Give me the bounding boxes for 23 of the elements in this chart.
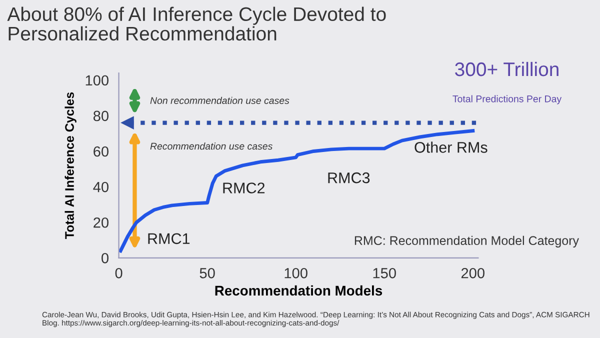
x-tick-label: 0 (115, 268, 122, 278)
annotation: Recommendation use cases (150, 142, 272, 150)
x-tick-label: 50 (200, 268, 215, 278)
x-tick-label: 200 (461, 268, 484, 278)
annotation: Non recommendation use cases (150, 96, 290, 104)
x-tick-label: 150 (373, 268, 396, 278)
y-axis-title: Total AI Inference Cycles (64, 92, 76, 239)
y-tick-label: 40 (93, 182, 109, 192)
y-tick-label: 20 (94, 217, 109, 228)
chart-title: About 80% of AI Inference Cycle Devoted to Personalized Recommendation (7, 6, 386, 41)
y-tick-label: 80 (93, 110, 109, 122)
annotation: Other RMs (414, 142, 488, 153)
annotation: RMC1 (148, 233, 190, 244)
y-tick-label: 100 (86, 75, 109, 86)
annotation: Total Predictions Per Day (452, 95, 562, 104)
x-tick-label: 100 (284, 268, 308, 278)
x-axis-title: Recommendation Models (215, 285, 382, 296)
y-tick-label: 60 (94, 146, 109, 157)
annotation: 300+ Trillion (455, 62, 558, 76)
y-tick-label: 0 (102, 252, 109, 264)
annotation: RMC2 (223, 182, 265, 194)
annotation: RMC: Recommendation Model Category (354, 236, 579, 248)
annotation: RMC3 (328, 172, 370, 184)
